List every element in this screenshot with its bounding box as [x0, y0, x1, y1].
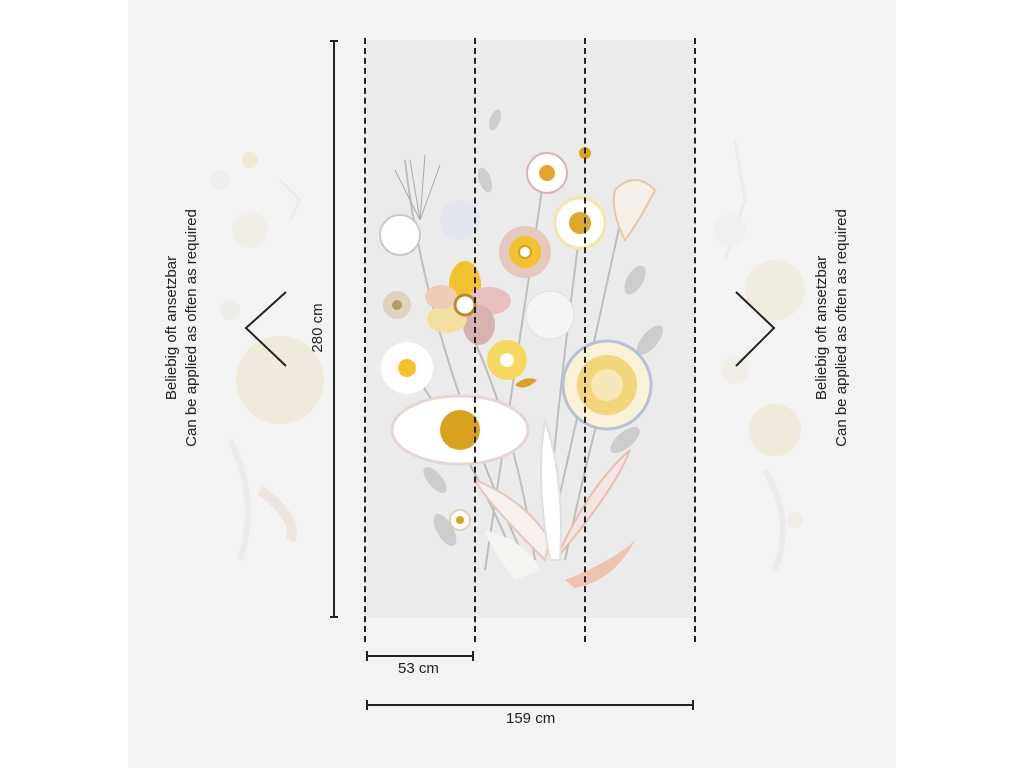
chevron-left-icon [244, 291, 287, 367]
chevron-right-icon [735, 291, 776, 367]
repeat-note-right-en: Can be applied as often as required [833, 209, 850, 447]
height-dimension-label: 280 cm [309, 303, 326, 353]
repeat-note-left-en: Can be applied as often as required [183, 209, 200, 447]
panel-width-dimension-line [366, 651, 474, 661]
floral-mural-illustration [379, 109, 664, 588]
total-width-dimension-line [366, 700, 694, 710]
repeat-note-right-de: Beliebig oft ansetzbar [813, 255, 830, 401]
panel-seam-line [474, 38, 476, 642]
repeat-note-left-de: Beliebig oft ansetzbar [163, 255, 180, 401]
panel-seam-line [694, 38, 696, 642]
height-dimension-line [330, 40, 338, 618]
panel-width-label: 53 cm [398, 660, 439, 677]
repeat-preview-right [714, 140, 805, 572]
total-width-label: 159 cm [506, 710, 556, 727]
repeat-note-left: Beliebig oft ansetzbar Can be applied as… [162, 198, 202, 458]
repeat-note-right: Beliebig oft ansetzbar Can be applied as… [812, 198, 852, 458]
panel-seam-line [584, 38, 586, 642]
panel-seam-line [364, 38, 366, 642]
repeat-preview-left [210, 152, 324, 561]
